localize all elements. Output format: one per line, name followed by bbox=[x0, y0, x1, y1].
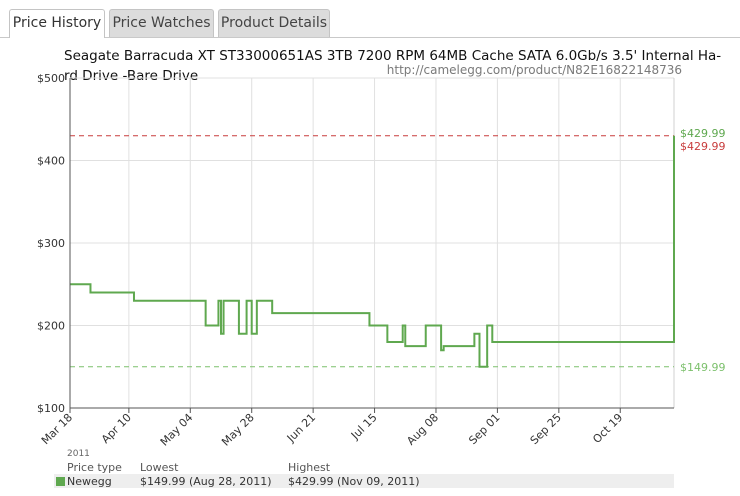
chart-watermark-url: http://camelegg.com/product/N82E16822148… bbox=[387, 63, 682, 77]
legend-highest-value: $429.99 (Nov 09, 2011) bbox=[288, 475, 420, 488]
chart-title-line-2: rd Drive -Bare Drive bbox=[64, 68, 198, 84]
x-tick-label: May 04 bbox=[158, 411, 196, 449]
legend-swatch bbox=[56, 477, 65, 486]
tab-price-watches[interactable]: Price Watches bbox=[109, 9, 214, 37]
series-line-newegg bbox=[70, 135, 675, 368]
tab-bar: Price History Price Watches Product Deta… bbox=[0, 0, 740, 38]
tab-price-history[interactable]: Price History bbox=[9, 9, 105, 38]
y-tick-label: $400 bbox=[37, 155, 65, 168]
legend-header-row: Price type Lowest Highest bbox=[54, 460, 674, 474]
tab-product-details[interactable]: Product Details bbox=[218, 9, 330, 37]
x-tick-label: May 28 bbox=[219, 411, 257, 449]
chart-svg: Seagate Barracuda XT ST33000651AS 3TB 72… bbox=[37, 48, 726, 458]
x-tick-label: Apr 10 bbox=[99, 411, 134, 446]
price-legend-table: Price type Lowest Highest Newegg $149.99… bbox=[54, 460, 674, 488]
y-tick-label: $300 bbox=[37, 237, 65, 250]
legend-series-name: Newegg bbox=[67, 475, 112, 488]
lowest-price-label: $149.99 bbox=[680, 361, 726, 374]
x-tick-label: Sep 01 bbox=[466, 411, 502, 447]
current-price-label: $429.99 bbox=[680, 127, 726, 140]
x-tick-label: Mar 18 bbox=[39, 411, 75, 447]
legend-lowest-value: $149.99 (Aug 28, 2011) bbox=[140, 475, 272, 488]
highest-price-label: $429.99 bbox=[680, 140, 726, 153]
legend-header-highest: Highest bbox=[288, 461, 331, 474]
y-tick-label: $500 bbox=[37, 72, 65, 85]
y-tick-label: $100 bbox=[37, 402, 65, 415]
x-tick-label: Jul 15 bbox=[348, 411, 380, 443]
chart-title-line-1: Seagate Barracuda XT ST33000651AS 3TB 72… bbox=[64, 48, 721, 64]
year-label: 2011 bbox=[67, 449, 90, 458]
x-tick-label: Aug 08 bbox=[404, 411, 441, 448]
price-history-chart: Seagate Barracuda XT ST33000651AS 3TB 72… bbox=[0, 38, 740, 496]
x-tick-label: Oct 19 bbox=[590, 411, 625, 446]
y-tick-label: $200 bbox=[37, 320, 65, 333]
legend-header-lowest: Lowest bbox=[140, 461, 179, 474]
x-tick-label: Jun 21 bbox=[284, 411, 318, 445]
legend-header-type: Price type bbox=[67, 461, 122, 474]
x-tick-label: Sep 25 bbox=[528, 411, 564, 447]
legend-row-newegg[interactable]: Newegg $149.99 (Aug 28, 2011) $429.99 (N… bbox=[54, 474, 674, 488]
